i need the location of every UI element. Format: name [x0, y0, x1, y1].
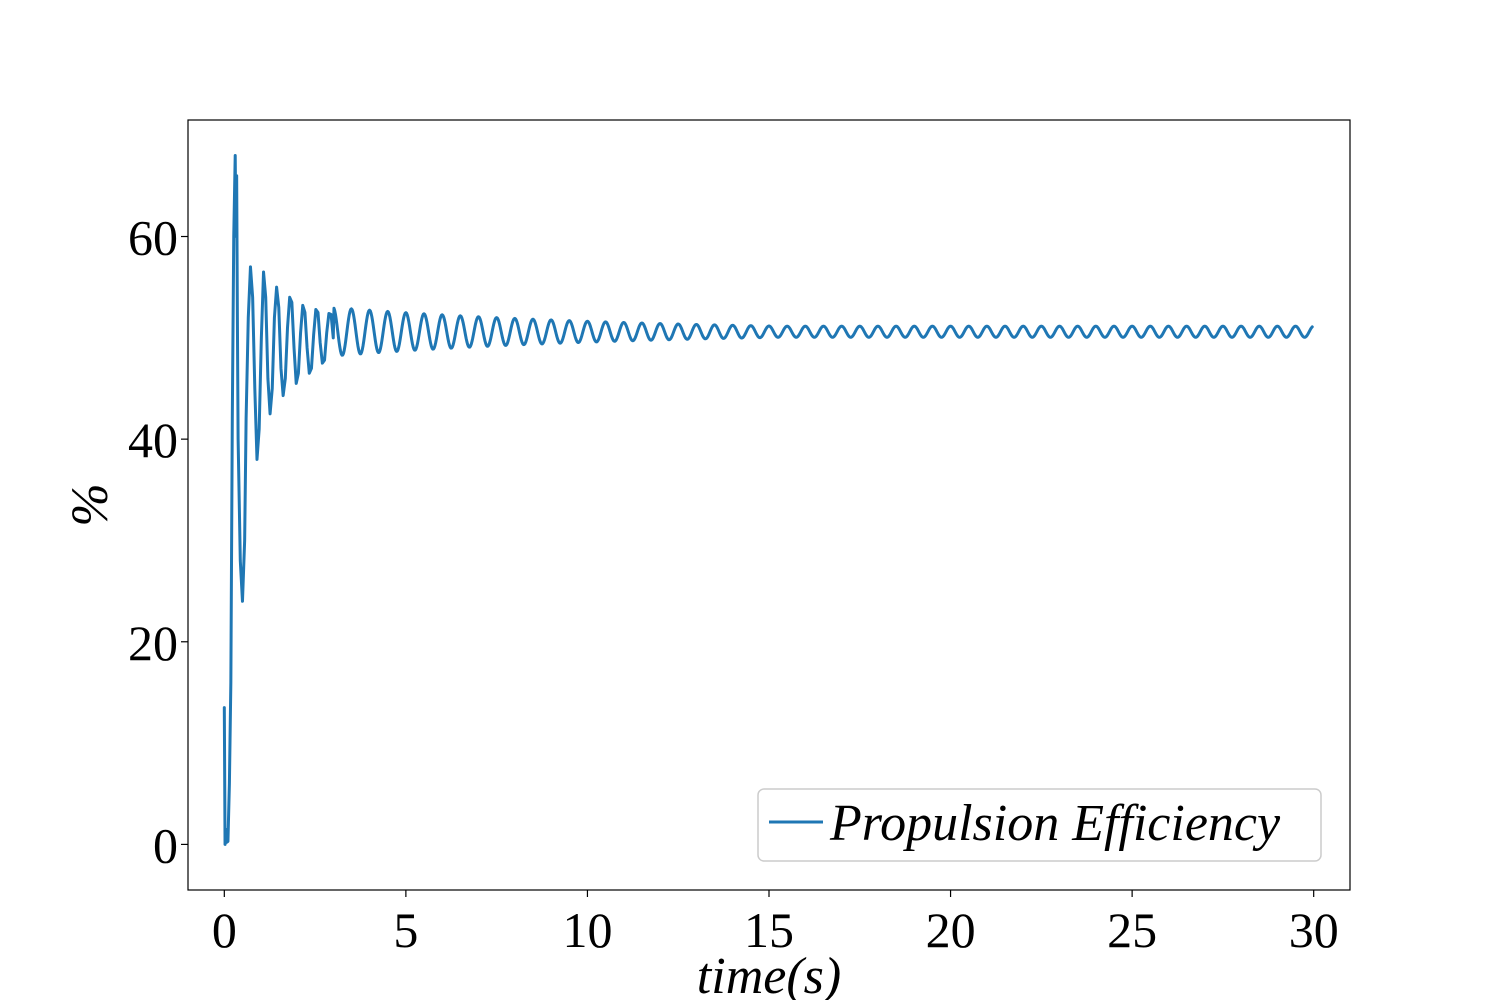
legend-label: Propulsion Efficiency: [829, 795, 1281, 852]
plot-area: [222, 153, 1314, 846]
x-tick-label: 25: [1107, 902, 1157, 958]
y-tick-label: 0: [153, 817, 178, 873]
x-axis-ticks: 0 5 10 15 20 25 30: [212, 890, 1339, 958]
x-axis-label: time(s): [697, 948, 841, 1000]
x-tick-label: 30: [1289, 902, 1339, 958]
x-tick-label: 5: [393, 902, 418, 958]
y-tick-label: 20: [128, 615, 178, 671]
series-line-propulsion-efficiency: [222, 153, 1314, 846]
x-tick-label: 10: [562, 902, 612, 958]
y-axis-label: %: [62, 483, 119, 526]
y-tick-label: 60: [128, 210, 178, 266]
y-axis-ticks: 0 20 40 60: [128, 210, 188, 873]
x-tick-label: 15: [744, 902, 794, 958]
x-tick-label: 20: [926, 902, 976, 958]
x-tick-label: 0: [212, 902, 237, 958]
legend: Propulsion Efficiency: [757, 788, 1322, 862]
legend-box: [757, 788, 1322, 862]
y-tick-label: 40: [128, 412, 178, 468]
